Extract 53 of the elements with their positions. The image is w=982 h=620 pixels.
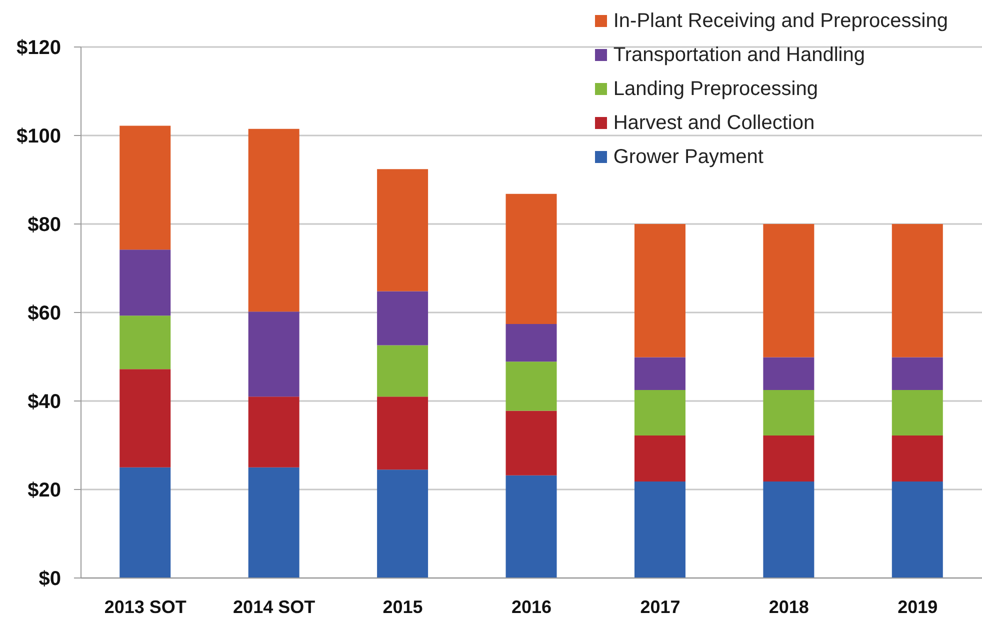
legend-label: Harvest and Collection — [613, 112, 815, 134]
bar — [248, 396, 300, 468]
bar — [506, 324, 557, 362]
y-tick-label: $100 — [16, 126, 61, 148]
x-tick-label: 2013 SOT — [104, 596, 186, 617]
bar — [892, 482, 943, 578]
bar — [120, 316, 171, 370]
bar — [763, 390, 814, 436]
legend-label: Landing Preprocessing — [613, 78, 818, 100]
y-tick-label: $60 — [28, 302, 61, 325]
x-tick-label: 2014 SOT — [233, 596, 316, 617]
x-tick-label: 2017 — [640, 596, 680, 617]
x-tick-label: 2016 — [511, 596, 552, 617]
y-tick-label: $40 — [28, 391, 61, 414]
bar — [506, 362, 557, 411]
bar — [634, 390, 686, 436]
bar — [506, 410, 557, 476]
bar — [892, 357, 943, 390]
y-tick-label: $80 — [28, 214, 61, 236]
bar — [506, 475, 557, 578]
y-tick-label: $20 — [28, 480, 61, 502]
bar — [634, 224, 686, 358]
bar — [120, 250, 171, 316]
bar — [892, 224, 943, 358]
bar — [377, 345, 428, 397]
legend-label: Transportation and Handling — [613, 44, 865, 66]
bar — [763, 436, 814, 482]
bar — [763, 224, 814, 358]
bar — [120, 369, 171, 468]
y-tick-label: $0 — [38, 568, 61, 590]
bar — [377, 291, 428, 346]
bar — [634, 436, 686, 482]
x-tick-label: 2015 — [382, 596, 423, 617]
bar — [763, 357, 814, 390]
x-tick-label: 2018 — [768, 596, 809, 617]
bar — [634, 357, 686, 390]
bar — [248, 128, 300, 312]
bar — [248, 467, 300, 578]
bar — [892, 436, 943, 482]
bar — [120, 467, 171, 578]
bar — [120, 126, 171, 250]
bar — [377, 470, 428, 578]
legend-label: Grower Payment — [613, 146, 764, 168]
bar — [506, 194, 557, 324]
bar — [634, 482, 686, 578]
bar — [377, 169, 428, 292]
x-tick-label: 2019 — [898, 596, 938, 617]
bar — [892, 390, 943, 436]
bar — [248, 312, 300, 397]
y-tick-label: $120 — [16, 37, 61, 60]
bar — [377, 396, 428, 470]
legend-label: In-Plant Receiving and Preprocessing — [613, 10, 948, 32]
bar — [763, 482, 814, 578]
